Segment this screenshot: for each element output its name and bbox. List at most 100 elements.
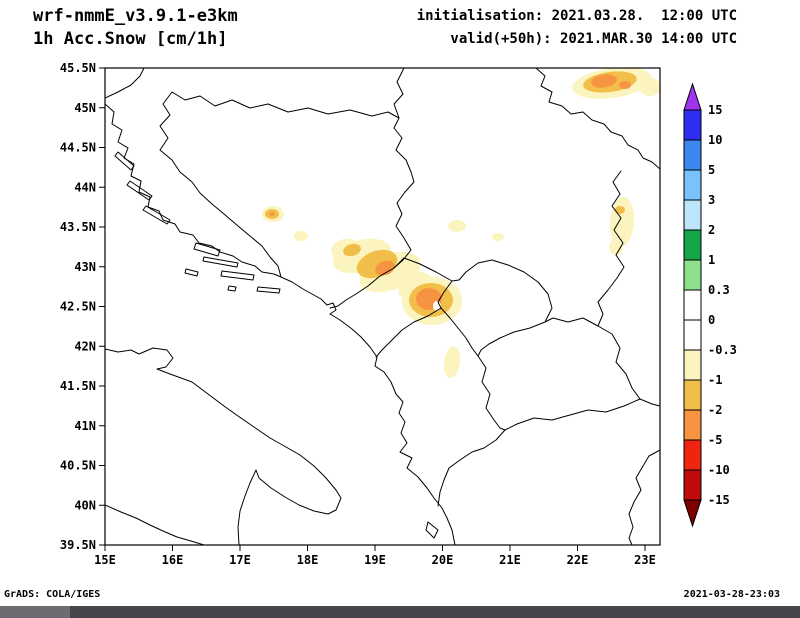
lat-tick-label: 45N (74, 101, 96, 115)
creation-timestamp: 2021-03-28-23:03 (683, 589, 780, 600)
colorbar-label: -5 (708, 433, 722, 447)
lat-tick-label: 45.5N (60, 61, 96, 75)
lon-tick-label: 20E (432, 553, 454, 567)
border-bosnia-montenegro (329, 267, 395, 309)
lat-tick-label: 44N (74, 180, 96, 194)
colorbar-label: 0.3 (708, 283, 730, 297)
snow-shading-layer (262, 68, 660, 378)
coastline-italy-adriatic (105, 347, 342, 545)
taskbar-button (0, 606, 70, 618)
lat-tick-label: 41.5N (60, 379, 96, 393)
border-bosnia-north (171, 91, 400, 119)
border-macedonia-greece (504, 398, 641, 431)
colorbar-label: 0 (708, 313, 715, 327)
border-kosovo-montenegro (437, 280, 453, 309)
valid-time-label: valid(+50h): 2021.MAR.30 14:00 UTC (450, 31, 737, 47)
lat-tick-label: 43.5N (60, 220, 96, 234)
snow-region (375, 260, 395, 276)
lon-tick-label: 16E (162, 553, 184, 567)
coastline-adriatic (105, 103, 456, 545)
border-bulgaria-greece (639, 398, 660, 407)
lon-tick-label: 15E (94, 553, 116, 567)
lat-tick-label: 44.5N (60, 141, 96, 155)
colorbar-segment (683, 409, 702, 441)
border-bulgaria-macedonia (597, 325, 641, 400)
lon-tick-label: 22E (567, 553, 589, 567)
geography-layer (105, 68, 660, 545)
lat-tick-label: 40N (74, 498, 96, 512)
colorbar-segment (683, 109, 702, 141)
snow-region (591, 74, 617, 88)
colorbar-label: -2 (708, 403, 722, 417)
snow-region (609, 197, 635, 247)
colorbar-label: 3 (708, 193, 715, 207)
border-kosovo-serbia (451, 259, 553, 323)
snow-region (269, 212, 275, 216)
lat-tick-label: 43N (74, 260, 96, 274)
snow-region (609, 239, 623, 255)
colorbar-segment (683, 349, 702, 381)
colorbar-segment (683, 289, 702, 321)
coastline-italy-tyrrhenian (105, 504, 205, 545)
snow-region (619, 81, 631, 89)
colorbar-segment (683, 319, 702, 351)
colorbar-segment (683, 229, 702, 261)
lat-tick-label: 40.5N (60, 459, 96, 473)
border-slovenia-croatia (105, 68, 145, 99)
colorbar: 15 10 5 3 2 1 0.3 0 -0.3 -1 -2 -5 -10 -15 (683, 82, 737, 528)
coastline-greece (628, 449, 660, 545)
colorbar-segment (683, 259, 702, 291)
lon-tick-label: 17E (229, 553, 251, 567)
colorbar-segment (683, 469, 702, 501)
colorbar-label: 1 (708, 253, 715, 267)
colorbar-segment (683, 169, 702, 201)
border-croatia-serbia (393, 68, 405, 119)
colorbar-label: 15 (708, 103, 722, 117)
lon-tick-label: 21E (499, 553, 521, 567)
border-serbia-bulgaria (597, 170, 625, 327)
border-drina-serbia-bosnia (393, 117, 415, 269)
snow-region (294, 231, 308, 241)
border-kosovo-albania (440, 307, 479, 357)
colorbar-top-arrow (683, 82, 702, 111)
border-montenegro-albania (375, 307, 442, 358)
border-albania-macedonia (477, 355, 506, 431)
model-title: wrf-nmmE_v3.9.1-e3km (33, 6, 238, 26)
snow-region (492, 233, 504, 241)
colorbar-label: -1 (708, 373, 722, 387)
colorbar-label: -0.3 (708, 343, 737, 357)
lat-tick-label: 42N (74, 339, 96, 353)
border-danube-serbia-romania (535, 68, 660, 170)
colorbar-bottom-arrow (683, 499, 702, 528)
init-time-label: initialisation: 2021.03.28. 12:00 UTC (416, 8, 737, 24)
grads-credit: GrADS: COLA/IGES (4, 589, 101, 600)
lat-tick-label: 39.5N (60, 538, 96, 552)
lon-tick-label: 19E (364, 553, 386, 567)
colorbar-label: -10 (708, 463, 730, 477)
taskbar-strip (0, 606, 800, 618)
colorbar-label: 10 (708, 133, 722, 147)
field-title: 1h Acc.Snow [cm/1h] (33, 29, 228, 49)
colorbar-segment (683, 379, 702, 411)
border-montenegro-serbia (393, 257, 453, 282)
border-bosnia-west (159, 91, 282, 278)
adriatic-islands (114, 151, 439, 539)
colorbar-label: 2 (708, 223, 715, 237)
colorbar-segment (683, 439, 702, 471)
colorbar-label: -15 (708, 493, 730, 507)
border-albania-greece (437, 429, 506, 507)
lat-tick-label: 41N (74, 419, 96, 433)
map-frame (104, 67, 661, 546)
lon-tick-label: 23E (634, 553, 656, 567)
colorbar-label: 5 (708, 163, 715, 177)
snow-region (443, 346, 461, 378)
snow-region (615, 206, 625, 214)
colorbar-segment (683, 139, 702, 171)
lon-tick-label: 18E (297, 553, 319, 567)
snow-region (639, 78, 660, 96)
border-serbia-macedonia (477, 317, 599, 357)
axes-layer: 45.5N 45N 44.5N 44N 43.5N 43N 42.5N 42N 41.5N 41N… (60, 61, 656, 567)
lat-tick-label: 42.5N (60, 300, 96, 314)
